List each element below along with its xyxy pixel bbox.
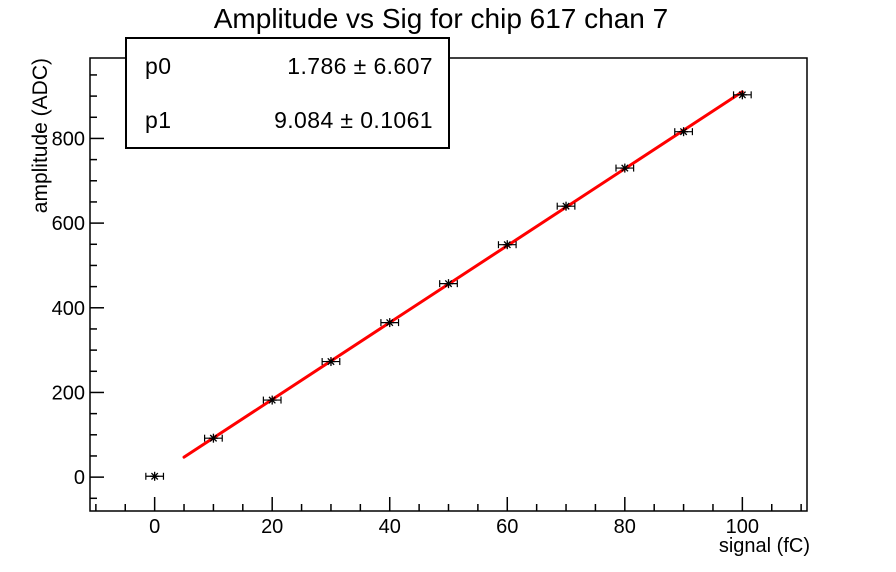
y-axis-tick-label: 200 bbox=[52, 382, 85, 404]
data-point bbox=[380, 318, 400, 328]
y-axis-tick-label: 400 bbox=[52, 298, 85, 320]
y-axis-tick-label: 0 bbox=[74, 467, 85, 489]
stats-row-p0: p0 1.786 ± 6.607 bbox=[127, 39, 448, 93]
plot-title: Amplitude vs Sig for chip 617 chan 7 bbox=[213, 3, 669, 34]
fit-param-value: 1.786 ± 6.607 bbox=[287, 52, 433, 79]
stats-row-p1: p1 9.084 ± 0.1061 bbox=[127, 93, 448, 147]
x-axis-tick-label: 0 bbox=[149, 516, 160, 538]
data-point bbox=[145, 471, 165, 481]
marker-asterisk bbox=[621, 164, 629, 172]
marker-asterisk bbox=[679, 128, 688, 136]
marker-asterisk bbox=[150, 472, 159, 480]
fit-param-value: 9.084 ± 0.1061 bbox=[274, 106, 433, 133]
data-point bbox=[615, 163, 635, 173]
data-point bbox=[732, 90, 752, 100]
marker-asterisk bbox=[268, 396, 276, 404]
marker-asterisk bbox=[503, 241, 511, 249]
fit-param-name: p1 bbox=[145, 106, 172, 133]
data-point bbox=[321, 357, 341, 367]
y-axis-tick-label: 600 bbox=[52, 213, 85, 235]
x-axis-tick-label: 80 bbox=[614, 516, 636, 538]
marker-asterisk bbox=[386, 318, 394, 327]
data-point bbox=[439, 279, 458, 289]
data-point bbox=[204, 433, 223, 443]
data-point bbox=[674, 127, 693, 137]
x-axis-title: signal (fC) bbox=[719, 535, 810, 557]
fit-stats-box: p0 1.786 ± 6.607 p1 9.084 ± 0.1061 bbox=[125, 37, 450, 149]
fit-param-name: p0 bbox=[145, 52, 172, 79]
y-axis-tick-label: 800 bbox=[52, 128, 85, 150]
marker-asterisk bbox=[562, 202, 570, 210]
data-point bbox=[262, 395, 282, 405]
x-axis-tick-label: 40 bbox=[379, 516, 401, 538]
marker-asterisk bbox=[327, 357, 335, 366]
data-point bbox=[497, 240, 517, 250]
marker-asterisk bbox=[444, 279, 453, 288]
data-point bbox=[556, 201, 576, 211]
x-axis-tick-label: 60 bbox=[496, 516, 518, 538]
x-axis-tick-label: 20 bbox=[261, 516, 283, 538]
fit-line bbox=[182, 90, 744, 459]
x-axis-tick-label: 100 bbox=[726, 516, 759, 538]
marker-asterisk bbox=[209, 434, 218, 442]
marker-asterisk bbox=[738, 91, 747, 99]
y-axis-title: amplitude (ADC) bbox=[29, 58, 52, 213]
